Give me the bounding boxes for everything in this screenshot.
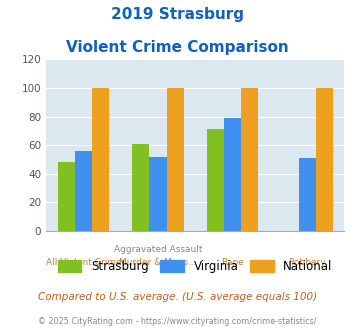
Text: Murder & Mans...: Murder & Mans... [119,258,197,267]
Legend: Strasburg, Virginia, National: Strasburg, Virginia, National [53,255,337,278]
Bar [207,129,224,231]
Text: Robbery: Robbery [288,258,326,267]
Bar [166,88,184,231]
Text: Rape: Rape [221,258,244,267]
Text: © 2025 CityRating.com - https://www.cityrating.com/crime-statistics/: © 2025 CityRating.com - https://www.city… [38,317,317,326]
Bar [149,157,166,231]
Bar [75,151,92,231]
Text: All Violent Crime: All Violent Crime [45,258,121,267]
Text: 2019 Strasburg: 2019 Strasburg [111,7,244,21]
Text: Compared to U.S. average. (U.S. average equals 100): Compared to U.S. average. (U.S. average … [38,292,317,302]
Text: Aggravated Assault: Aggravated Assault [114,245,202,254]
Bar [316,88,333,231]
Text: Violent Crime Comparison: Violent Crime Comparison [66,40,289,54]
Bar [241,88,258,231]
Bar [224,118,241,231]
Bar [132,144,149,231]
Bar [92,88,109,231]
Bar [299,158,316,231]
Bar [58,162,75,231]
